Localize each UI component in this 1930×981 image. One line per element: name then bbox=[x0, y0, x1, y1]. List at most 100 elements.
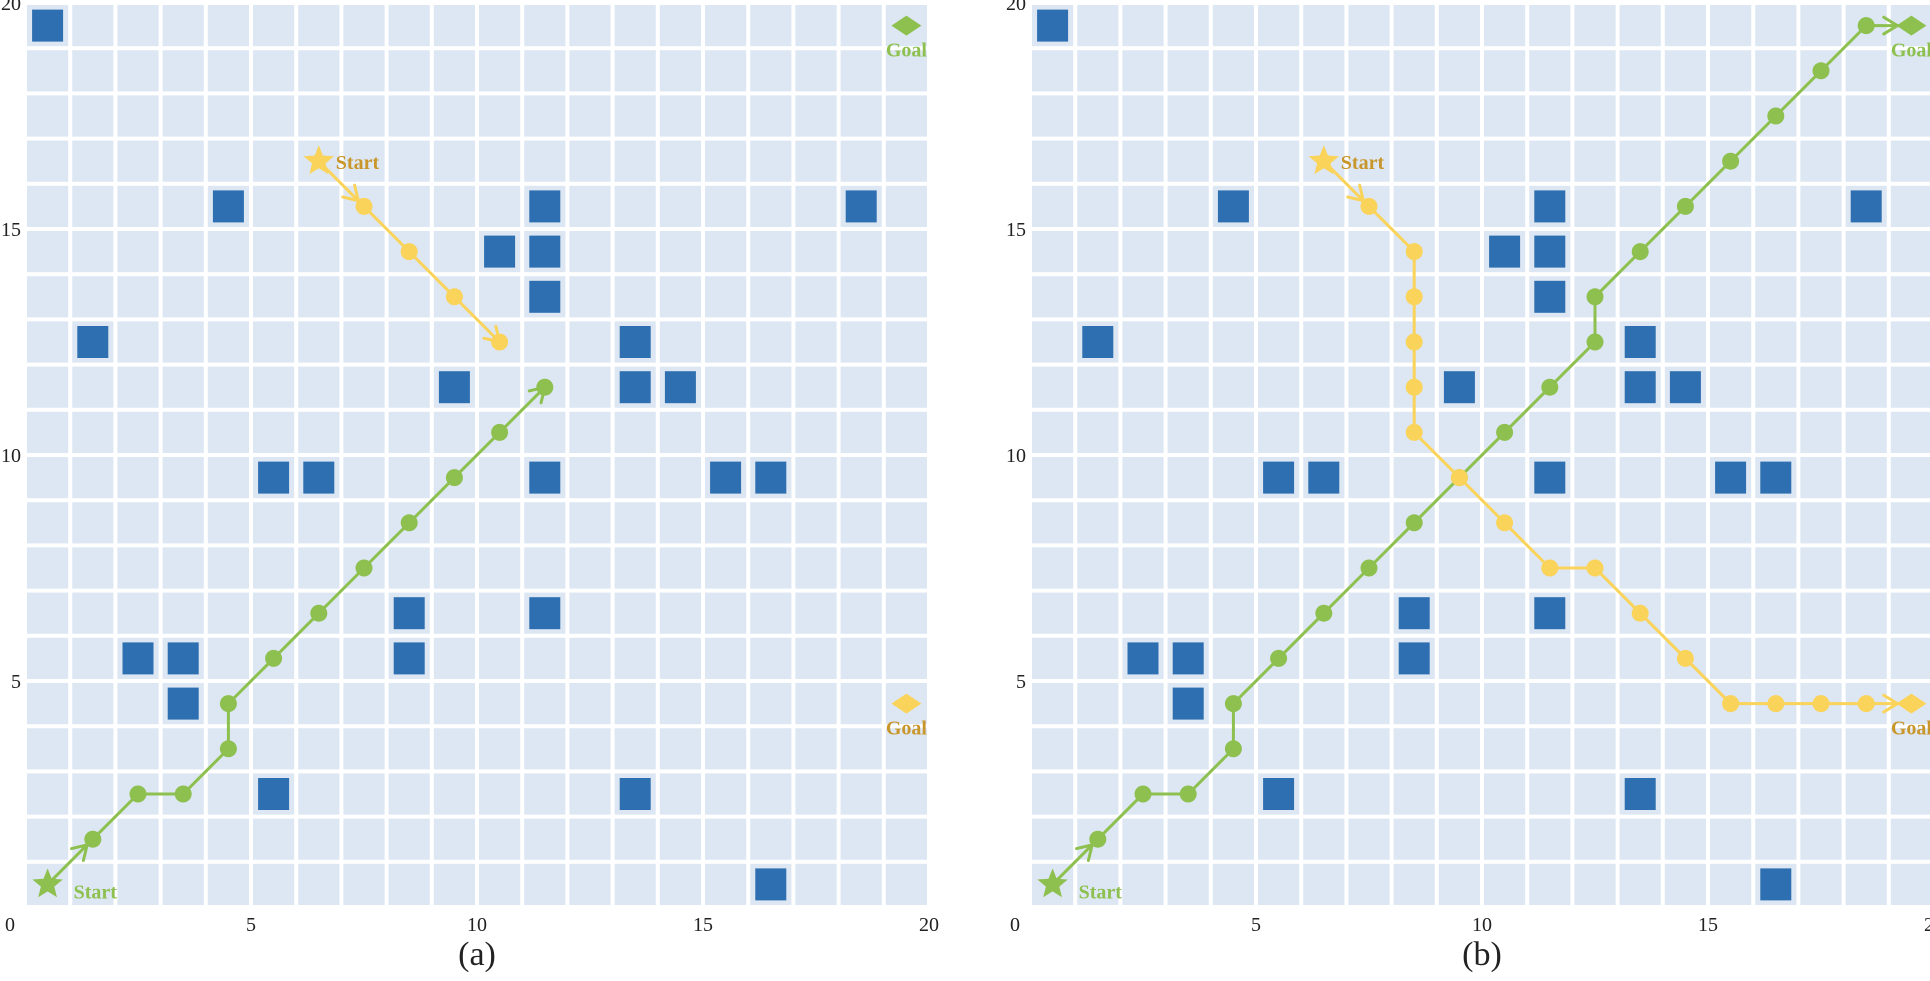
grid-cell bbox=[1890, 140, 1930, 182]
grid-cell bbox=[795, 321, 837, 363]
grid-cell bbox=[1890, 50, 1930, 92]
grid-cell bbox=[117, 321, 159, 363]
green-agent-path-node bbox=[1812, 62, 1830, 80]
grid-cell bbox=[1800, 547, 1842, 589]
grid-cell bbox=[795, 547, 837, 589]
grid-cell bbox=[253, 592, 295, 634]
grid-cell bbox=[1574, 95, 1616, 137]
grid-cell bbox=[1393, 50, 1435, 92]
grid-cell bbox=[1890, 276, 1930, 318]
grid-cell bbox=[1574, 50, 1616, 92]
grid-cell bbox=[1077, 773, 1119, 815]
grid-cell bbox=[1664, 818, 1706, 860]
grid-cell bbox=[433, 185, 475, 227]
grid-cell bbox=[1664, 773, 1706, 815]
grid-cell bbox=[1348, 95, 1390, 137]
grid-cell bbox=[253, 547, 295, 589]
grid-cell bbox=[1845, 637, 1887, 679]
grid-cell bbox=[479, 728, 521, 770]
grid-cell bbox=[795, 592, 837, 634]
green-agent-path-node bbox=[1179, 785, 1197, 803]
grid-cell bbox=[1393, 457, 1435, 499]
grid-cell bbox=[1032, 411, 1074, 453]
grid-cell bbox=[1393, 863, 1435, 905]
grid-cell bbox=[885, 321, 927, 363]
grid-cell bbox=[1800, 185, 1842, 227]
x-tick-label: 15 bbox=[693, 914, 713, 936]
grid-cell bbox=[298, 231, 340, 273]
green-agent-path-line bbox=[1051, 24, 1912, 886]
grid-cell bbox=[72, 140, 114, 182]
grid-cell bbox=[1574, 231, 1616, 273]
grid-cell bbox=[1212, 863, 1254, 905]
grid-cell bbox=[705, 863, 747, 905]
grid-cell bbox=[795, 276, 837, 318]
grid-cell bbox=[1619, 728, 1661, 770]
grid-cell bbox=[885, 276, 927, 318]
obstacle-block bbox=[529, 597, 561, 630]
grid-cell bbox=[27, 683, 69, 725]
grid-cell bbox=[207, 863, 249, 905]
grid-cell bbox=[117, 683, 159, 725]
grid-cell bbox=[795, 502, 837, 544]
obstacle-block bbox=[710, 461, 742, 494]
grid-cell bbox=[27, 457, 69, 499]
grid-cell bbox=[1800, 502, 1842, 544]
grid-cell bbox=[162, 547, 204, 589]
obstacle-block bbox=[1263, 778, 1295, 810]
grid-cell bbox=[614, 185, 656, 227]
grid-cell bbox=[1212, 276, 1254, 318]
grid-cell bbox=[840, 276, 882, 318]
grid-cell bbox=[1212, 366, 1254, 408]
grid-cell bbox=[1438, 502, 1480, 544]
grid-cell bbox=[705, 50, 747, 92]
grid-cell bbox=[1212, 321, 1254, 363]
grid-cell bbox=[569, 366, 611, 408]
grid-cell bbox=[388, 547, 430, 589]
grid-cell bbox=[207, 276, 249, 318]
grid-cell bbox=[705, 366, 747, 408]
grid-cell bbox=[253, 818, 295, 860]
grid-cell bbox=[1484, 863, 1526, 905]
grid-cell bbox=[162, 5, 204, 47]
grid-cell bbox=[795, 411, 837, 453]
grid-cell bbox=[1303, 411, 1345, 453]
grid-cell bbox=[1484, 5, 1526, 47]
grid-cell bbox=[885, 95, 927, 137]
grid-cell bbox=[614, 95, 656, 137]
y-tick-label: 20 bbox=[1, 0, 21, 15]
green-agent-start-arrow bbox=[70, 842, 90, 862]
grid-cell bbox=[1755, 5, 1797, 47]
grid-cell bbox=[1484, 321, 1526, 363]
grid-cell bbox=[1438, 185, 1480, 227]
grid-cell bbox=[1077, 366, 1119, 408]
grid-cell bbox=[27, 637, 69, 679]
grid-cell bbox=[795, 231, 837, 273]
grid-cell bbox=[27, 818, 69, 860]
grid-cell bbox=[1845, 863, 1887, 905]
grid-cell bbox=[1438, 863, 1480, 905]
grid-cell bbox=[1348, 818, 1390, 860]
grid-cell bbox=[433, 592, 475, 634]
grid-cell bbox=[795, 728, 837, 770]
grid-cell bbox=[1890, 185, 1930, 227]
grid-cell bbox=[1167, 140, 1209, 182]
green-agent-path-node bbox=[129, 785, 147, 803]
grid-cell bbox=[27, 276, 69, 318]
grid-cell bbox=[569, 863, 611, 905]
grid-cell bbox=[479, 592, 521, 634]
grid-cell bbox=[298, 50, 340, 92]
grid-cell bbox=[433, 140, 475, 182]
grid-cell bbox=[659, 818, 701, 860]
grid-cell bbox=[614, 140, 656, 182]
obstacle-block bbox=[529, 190, 561, 223]
grid-cell bbox=[1122, 457, 1164, 499]
grid-cell bbox=[705, 683, 747, 725]
grid-cell bbox=[840, 95, 882, 137]
grid-cell bbox=[1438, 637, 1480, 679]
grid-cell bbox=[705, 185, 747, 227]
grid-cell bbox=[1710, 5, 1752, 47]
grid-cell bbox=[1303, 547, 1345, 589]
grid-cell bbox=[795, 95, 837, 137]
grid-cell bbox=[1167, 863, 1209, 905]
